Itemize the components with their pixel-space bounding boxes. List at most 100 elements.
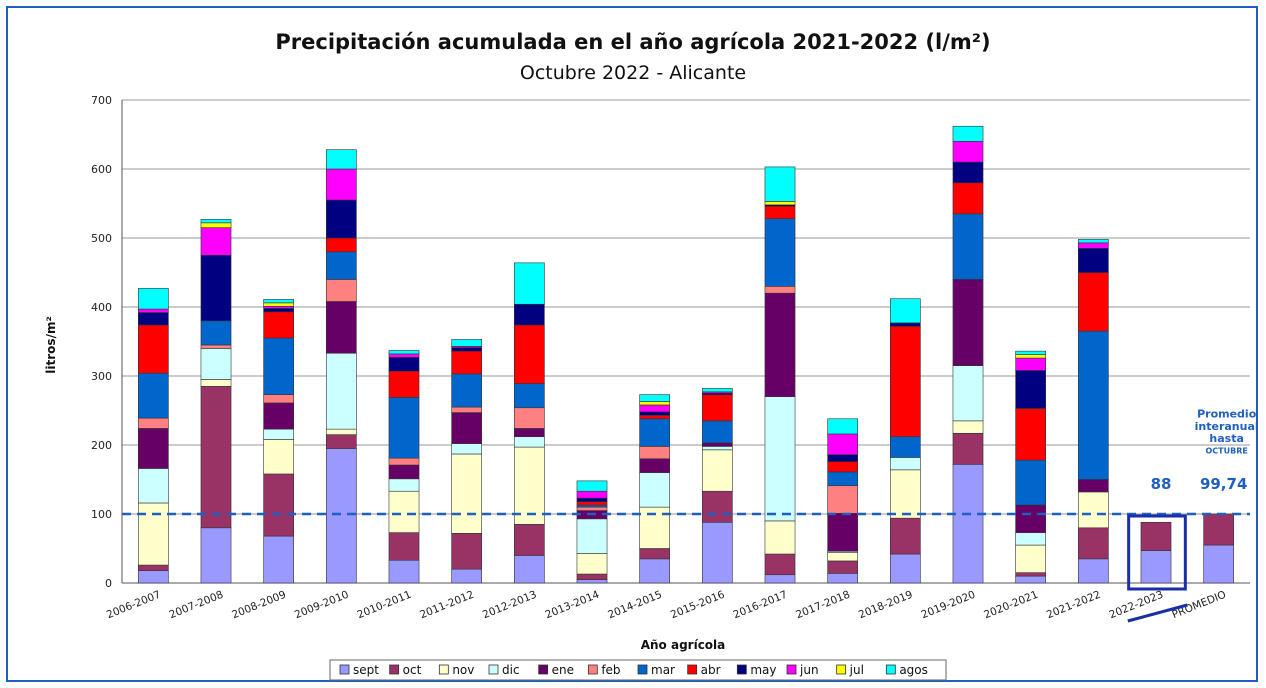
x-tick-label: 2017-2018	[794, 589, 852, 622]
bar-segment-dic	[701, 446, 733, 451]
bar-segment-jul	[200, 222, 232, 228]
bar-segment-jun	[1077, 242, 1109, 249]
bar-segment-jun	[952, 141, 984, 163]
bar-segment-may	[576, 497, 608, 502]
bar-segment-agos	[639, 394, 671, 402]
bar-segment-abr	[263, 311, 295, 339]
x-tick-label: 2014-2015	[606, 589, 664, 622]
bar-segment-oct	[1015, 572, 1047, 577]
bar-segment-dic	[513, 436, 545, 448]
legend-label-jun: jun	[799, 663, 819, 677]
bar-segment-ene	[263, 402, 295, 430]
bar-segment-sept	[200, 527, 232, 584]
bar-segment-nov	[200, 379, 232, 387]
bar-segment-nov	[451, 453, 483, 534]
bar-segment-jul	[764, 201, 796, 206]
y-axis-label: litros/m²	[44, 316, 58, 373]
x-tick-label: 2016-2017	[732, 589, 790, 622]
bar-segment-agos	[137, 288, 169, 310]
x-tick-label: 2019-2020	[920, 589, 978, 622]
legend-label-agos: agos	[899, 663, 928, 677]
legend-swatch-jul	[836, 664, 847, 675]
bar-segment-sept	[513, 555, 545, 584]
bar-segment-mar	[576, 504, 608, 508]
bar-segment-oct	[952, 432, 984, 465]
bar-segment-nov	[263, 439, 295, 475]
x-tick-label: 2009-2010	[293, 589, 351, 622]
bar-segment-sept	[576, 579, 608, 584]
bar-segment-abr	[952, 182, 984, 215]
bar-segment-mar	[639, 418, 671, 447]
bar-segment-mar	[952, 213, 984, 280]
bar-segment-sept	[889, 553, 921, 584]
bar-segment-dic	[576, 518, 608, 554]
bar-segment-nov	[701, 449, 733, 492]
bar-segment-nov	[1015, 544, 1047, 573]
y-tick-label: 200	[91, 439, 112, 452]
bar-segment-jun	[200, 227, 232, 256]
bar-segment-ene	[827, 513, 859, 552]
legend-swatch-ene	[538, 664, 549, 675]
bar-segment-nov	[827, 552, 859, 562]
legend-swatch-jun	[786, 664, 797, 675]
bar-segment-sept	[1140, 550, 1172, 584]
bar-segment-abr	[325, 237, 357, 253]
legend-swatch-agos	[885, 664, 896, 675]
bar-segment-oct	[325, 434, 357, 449]
y-tick-label: 700	[91, 94, 112, 107]
y-axis-ticks: 0 100 200 300 400 500 600 700	[91, 94, 112, 590]
bar-segment-oct	[576, 573, 608, 580]
x-tick-label: PROMEDIO	[1170, 589, 1227, 621]
chart-title: Precipitación acumulada en el año agríco…	[275, 30, 991, 54]
bar-segment-dic	[263, 428, 295, 440]
bar-segment-abr	[137, 324, 169, 374]
legend-label-jul: jul	[849, 663, 864, 677]
x-tick-label: 2007-2008	[168, 589, 226, 622]
legend-label-feb: feb	[601, 663, 620, 677]
bar-segment-dic	[388, 478, 420, 492]
bar-segment-ene	[952, 279, 984, 366]
bar-segment-nov	[889, 469, 921, 519]
bar-segment-may	[325, 199, 357, 239]
bar-segment-oct	[1203, 513, 1235, 546]
bar-segment-nov	[137, 502, 169, 566]
bar-segment-oct	[701, 490, 733, 523]
bar-segment-nov	[1077, 491, 1109, 529]
bar-segment-agos	[889, 298, 921, 324]
bar-segment-agos	[701, 388, 733, 393]
x-tick-label: 2021-2022	[1045, 589, 1103, 622]
bar-segment-feb	[263, 394, 295, 404]
bar-segment-oct	[200, 386, 232, 529]
bar-segment-oct	[827, 560, 859, 574]
legend-label-mar: mar	[651, 663, 675, 677]
bar-segment-nov	[576, 553, 608, 575]
bar-segment-jun	[576, 490, 608, 499]
bar-segment-may	[1015, 370, 1047, 409]
x-tick-label: 2011-2012	[418, 589, 476, 622]
bar-segment-nov	[952, 420, 984, 434]
y-tick-label: 0	[105, 577, 112, 590]
bar-segment-agos	[952, 125, 984, 142]
bar-segment-mar	[1015, 459, 1047, 506]
y-tick-label: 400	[91, 301, 112, 314]
bar-segment-mar	[827, 471, 859, 487]
bar-segment-may	[889, 322, 921, 327]
bar-segment-feb	[200, 344, 232, 349]
bar-segment-jun	[1015, 357, 1047, 371]
bar-segment-dic	[952, 365, 984, 422]
x-tick-label: 2015-2016	[669, 589, 727, 622]
y-tick-label: 500	[91, 232, 112, 245]
bar-segment-jun	[388, 353, 420, 358]
bar-segment-mar	[200, 320, 232, 346]
bar-segment-abr	[701, 394, 733, 422]
bar-segment-sept	[1077, 558, 1109, 584]
bar-segment-abr	[827, 461, 859, 473]
bar-segment-feb	[451, 406, 483, 413]
bar-segment-oct	[889, 517, 921, 555]
legend-label-may: may	[750, 663, 776, 677]
bar-segment-may	[1077, 248, 1109, 273]
bar-segment-agos	[1077, 239, 1109, 244]
average-value-label: 99,74	[1200, 475, 1247, 493]
bar-segment-dic	[451, 443, 483, 455]
bar-segment-ene	[137, 428, 169, 469]
